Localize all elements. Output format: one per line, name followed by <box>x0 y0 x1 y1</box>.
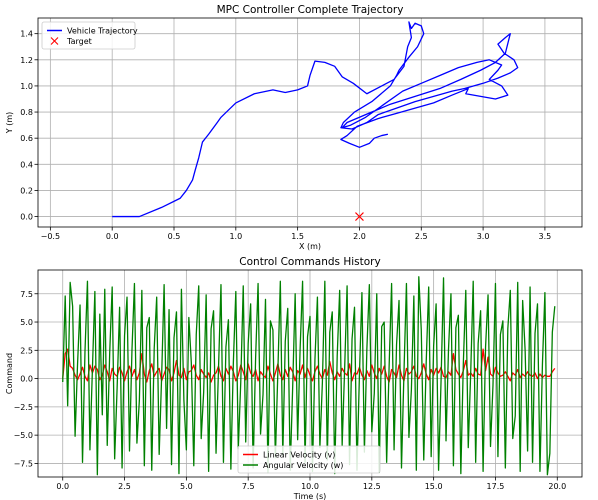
commands-legend: Linear Velocity (v) Angular Velocity (w) <box>237 445 381 474</box>
linear-velocity-v-line <box>62 348 556 383</box>
commands-y-axis-label: Command <box>5 353 14 394</box>
trajectory-grid <box>38 18 582 227</box>
angular-velocity-w-line <box>62 276 556 476</box>
control-commands-chart: 0.0 2.5 5.0 7.5 10.0 12.5 15.0 17.5 20.0 −7.5 −5.0… <box>5 256 583 500</box>
trajectory-chart-title: MPC Controller Complete Trajectory <box>217 4 404 16</box>
x-tick-label: −0.5 <box>41 232 60 241</box>
y-tick-label: 1.4 <box>20 30 33 39</box>
legend-target-label: Target <box>66 37 92 46</box>
commands-plot-area <box>62 276 556 476</box>
trajectory-y-axis-label: Y (m) <box>5 112 14 134</box>
x-tick-label: 2.5 <box>415 232 428 241</box>
y-tick-label: 1.2 <box>20 56 33 65</box>
trajectory-legend-box <box>41 21 136 50</box>
y-tick-label: −5.0 <box>14 431 33 440</box>
x-tick-label: 10.0 <box>301 482 319 491</box>
x-tick-label: 0.0 <box>106 232 119 241</box>
y-tick-label: 5.0 <box>20 318 33 327</box>
x-tick-label: 7.5 <box>242 482 255 491</box>
vehicle-trajectory-line <box>112 21 519 218</box>
trajectory-plot-area <box>112 21 519 221</box>
x-tick-label: 3.0 <box>477 232 490 241</box>
trajectory-legend: Vehicle Trajectory Target <box>41 21 138 50</box>
x-tick-label: 3.5 <box>539 232 552 241</box>
x-tick-label: 0.5 <box>168 232 181 241</box>
trajectory-axes-frame <box>37 17 583 228</box>
legend-angular-velocity-label: Angular Velocity (w) <box>263 461 343 470</box>
legend-vehicle-trajectory-label: Vehicle Trajectory <box>67 27 138 36</box>
x-tick-label: 1.0 <box>229 232 242 241</box>
y-tick-label: 7.5 <box>20 290 33 299</box>
x-tick-label: 2.0 <box>353 232 366 241</box>
y-tick-label: 0.0 <box>20 213 33 222</box>
y-tick-label: 0.6 <box>20 134 33 143</box>
x-tick-label: 2.5 <box>118 482 131 491</box>
y-tick-label: 0.4 <box>20 160 33 169</box>
x-tick-label: 5.0 <box>180 482 193 491</box>
y-tick-label: 0.0 <box>20 375 33 384</box>
y-tick-label: −2.5 <box>14 403 33 412</box>
x-tick-label: 12.5 <box>363 482 381 491</box>
legend-linear-velocity-label: Linear Velocity (v) <box>263 451 335 460</box>
commands-ticks: 0.0 2.5 5.0 7.5 10.0 12.5 15.0 17.5 20.0 −7.5 −5.0… <box>14 290 567 491</box>
y-tick-label: 0.8 <box>20 108 33 117</box>
x-tick-label: 20.0 <box>548 482 566 491</box>
commands-chart-title: Control Commands History <box>239 256 380 268</box>
trajectory-x-axis-label: X (m) <box>299 242 321 251</box>
trajectory-ticks: −0.5 0.0 0.5 1.0 1.5 2.0 2.5 3.0 3.5 0.0 0.2 0.4 0.6… <box>20 30 551 241</box>
x-tick-label: 15.0 <box>425 482 443 491</box>
legend-target-marker <box>50 37 59 45</box>
x-tick-label: 1.5 <box>291 232 304 241</box>
y-tick-label: −7.5 <box>14 459 33 468</box>
trajectory-chart: −0.5 0.0 0.5 1.0 1.5 2.0 2.5 3.0 3.5 0.0 0.2 0.4 0.6… <box>5 4 583 251</box>
x-tick-label: 17.5 <box>487 482 505 491</box>
y-tick-label: 2.5 <box>20 346 33 355</box>
target-marker <box>355 212 364 221</box>
y-tick-label: 0.2 <box>20 186 33 195</box>
commands-legend-box <box>237 445 381 474</box>
commands-x-axis-label: Time (s) <box>293 492 327 500</box>
y-tick-label: 1.0 <box>20 82 33 91</box>
x-tick-label: 0.0 <box>56 482 69 491</box>
